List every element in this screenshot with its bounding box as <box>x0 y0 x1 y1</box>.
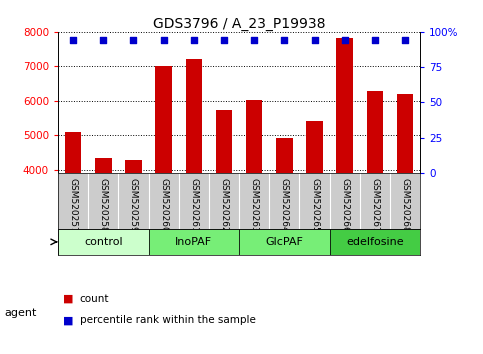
Bar <box>276 138 293 173</box>
Bar <box>330 229 420 255</box>
Point <box>69 38 77 43</box>
Point <box>371 38 379 43</box>
Bar <box>246 100 262 173</box>
Text: GSM520266: GSM520266 <box>340 178 349 232</box>
Text: ■: ■ <box>63 315 73 325</box>
Point <box>220 38 228 43</box>
Point <box>129 38 137 43</box>
Bar <box>58 229 149 255</box>
Text: InoPAF: InoPAF <box>175 237 213 247</box>
Bar <box>306 121 323 173</box>
Text: percentile rank within the sample: percentile rank within the sample <box>80 315 256 325</box>
Text: GSM520268: GSM520268 <box>400 178 410 232</box>
Text: GSM520257: GSM520257 <box>69 178 78 232</box>
Text: control: control <box>84 237 123 247</box>
Point <box>99 38 107 43</box>
Bar <box>65 132 81 173</box>
Title: GDS3796 / A_23_P19938: GDS3796 / A_23_P19938 <box>153 17 326 31</box>
Point <box>281 38 288 43</box>
Point <box>341 38 349 43</box>
Text: agent: agent <box>5 308 37 318</box>
Text: GSM520258: GSM520258 <box>99 178 108 232</box>
Text: GSM520262: GSM520262 <box>219 178 228 232</box>
Text: GSM520264: GSM520264 <box>280 178 289 232</box>
Point <box>190 38 198 43</box>
Text: count: count <box>80 294 109 304</box>
Bar <box>216 110 232 173</box>
Text: GSM520267: GSM520267 <box>370 178 380 232</box>
Point <box>311 38 318 43</box>
Bar <box>239 229 330 255</box>
Bar <box>149 229 239 255</box>
Bar <box>367 91 383 173</box>
Point <box>160 38 168 43</box>
Bar <box>125 160 142 173</box>
Text: GlcPAF: GlcPAF <box>266 237 303 247</box>
Text: GSM520261: GSM520261 <box>189 178 199 232</box>
Text: GSM520263: GSM520263 <box>250 178 259 232</box>
Point <box>401 38 409 43</box>
Bar <box>337 38 353 173</box>
Text: GSM520260: GSM520260 <box>159 178 168 232</box>
Text: GSM520265: GSM520265 <box>310 178 319 232</box>
Text: GSM520259: GSM520259 <box>129 178 138 232</box>
Bar <box>185 59 202 173</box>
Text: edelfosine: edelfosine <box>346 237 404 247</box>
Point <box>250 38 258 43</box>
Bar <box>95 158 112 173</box>
Bar <box>397 94 413 173</box>
Text: ■: ■ <box>63 294 73 304</box>
Bar <box>156 65 172 173</box>
